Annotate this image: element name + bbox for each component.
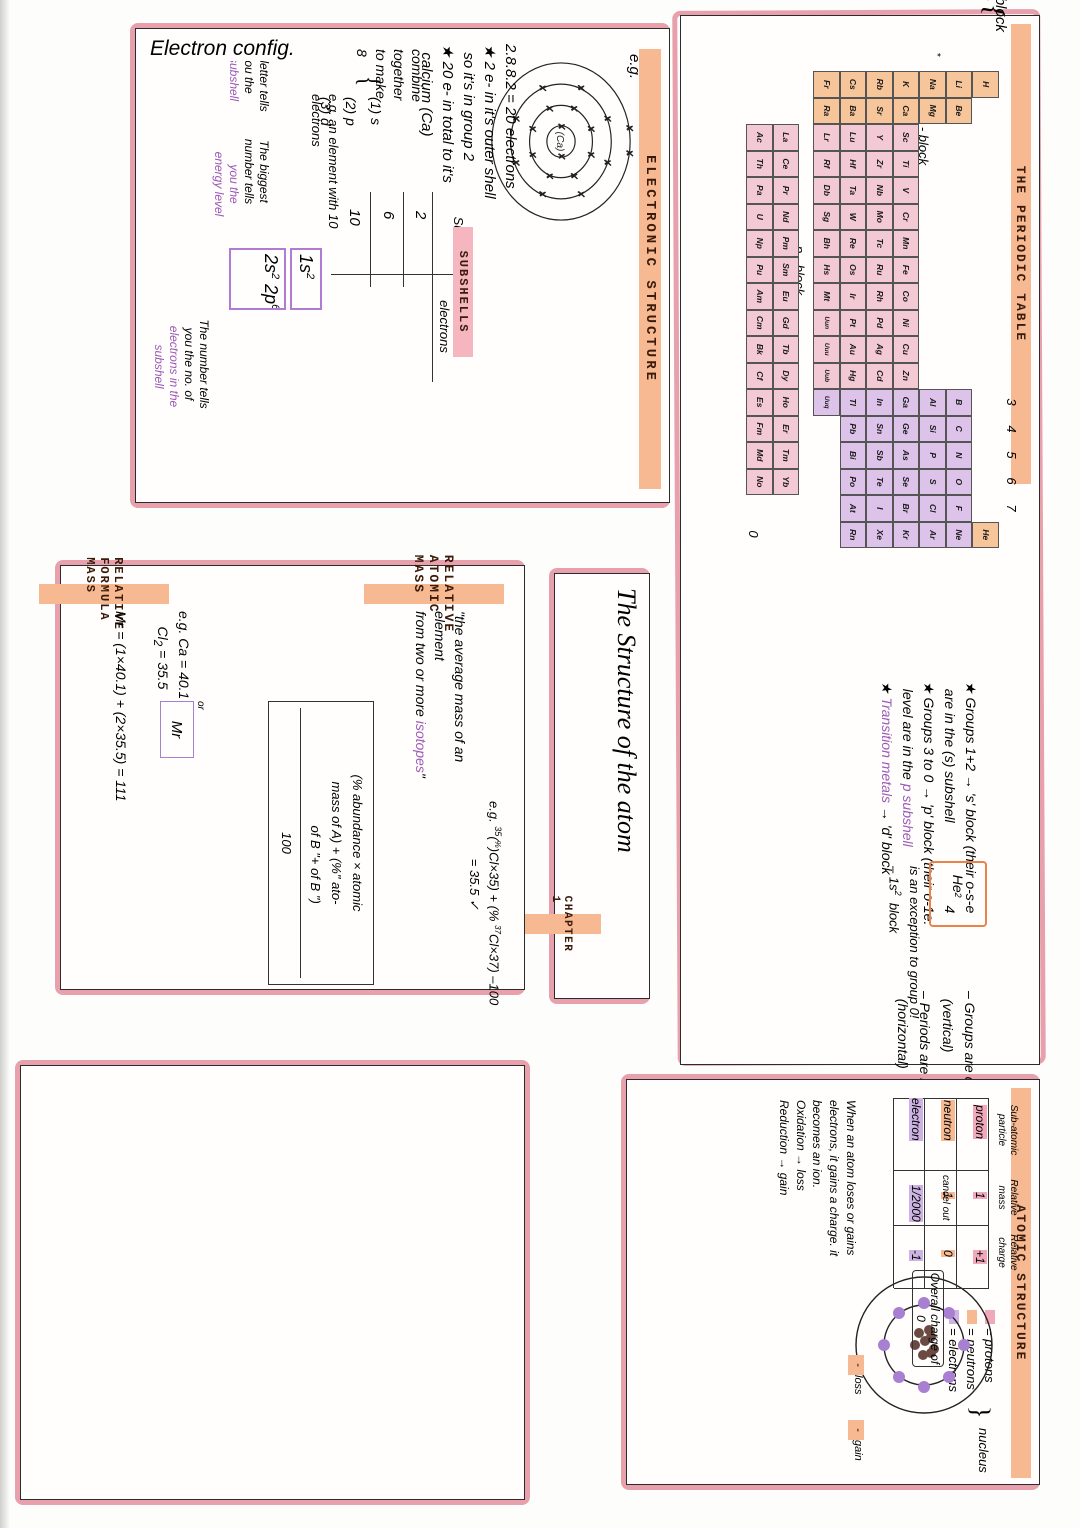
svg-text:✘: ✘: [585, 125, 596, 134]
svg-text:✘: ✘: [543, 104, 554, 113]
svg-text:✘: ✘: [567, 104, 578, 113]
svg-text:✘: ✘: [601, 158, 612, 167]
svg-text:✘: ✘: [585, 151, 596, 160]
svg-text:✘: ✘: [555, 152, 566, 161]
svg-text:(Ca): (Ca): [554, 132, 565, 152]
svg-text:✘: ✘: [623, 149, 634, 158]
svg-text:✘: ✘: [601, 114, 612, 123]
svg-text:✘: ✘: [543, 172, 554, 181]
svg-text:✘: ✘: [526, 125, 537, 134]
svg-text:✘: ✘: [623, 124, 634, 133]
svg-text:✘: ✘: [567, 172, 578, 181]
svg-text:✘: ✘: [536, 84, 547, 93]
svg-text:✘: ✘: [575, 190, 586, 199]
svg-text:✘: ✘: [555, 122, 566, 131]
svg-text:✘: ✘: [575, 84, 586, 93]
svg-text:✘: ✘: [526, 151, 537, 160]
svg-text:✘: ✘: [536, 190, 547, 199]
